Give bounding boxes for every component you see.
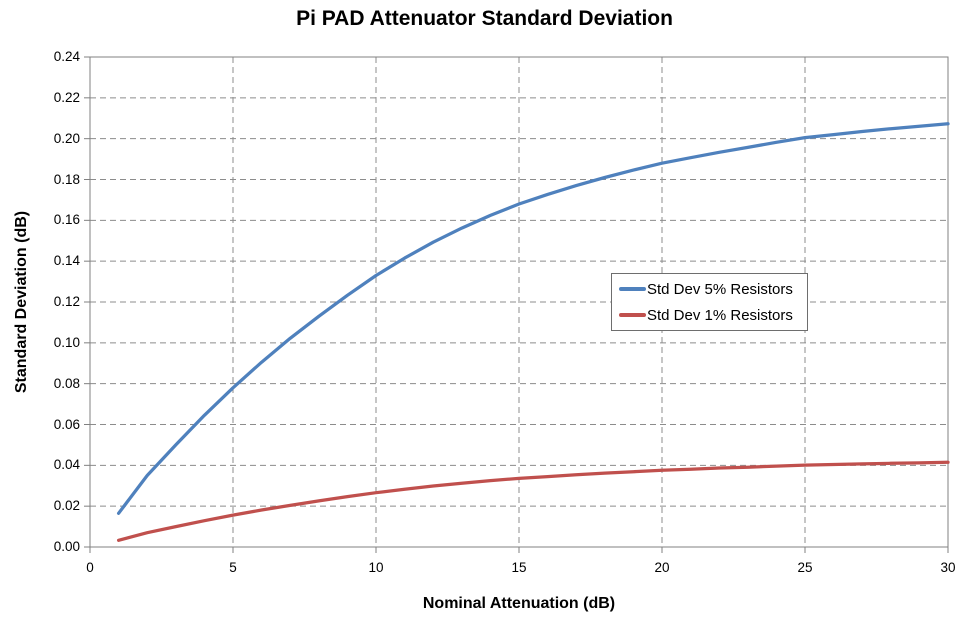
legend-item-5pct: Std Dev 5% Resistors — [619, 281, 807, 298]
x-tick-label: 0 — [86, 560, 94, 575]
series-5pct-line-swatch — [619, 287, 646, 291]
y-tick-label: 0.24 — [53, 49, 80, 64]
x-tick-label: 5 — [229, 560, 237, 575]
y-tick-label: 0.04 — [53, 457, 80, 473]
x-tick-label: 20 — [654, 560, 670, 575]
y-tick-label: 0.18 — [53, 171, 80, 187]
y-tick-label: 0.20 — [53, 130, 80, 146]
y-tick-label: 0.10 — [53, 334, 80, 350]
series-line-5pct — [116, 122, 950, 515]
y-tick-label: 0.06 — [53, 416, 80, 432]
legend-label-5pct: Std Dev 5% Resistors — [647, 280, 793, 298]
y-tick-label: 0.14 — [53, 253, 80, 269]
legend: Std Dev 5% Resistors Std Dev 1% Resistor… — [611, 273, 808, 331]
x-axis-title: Nominal Attenuation (dB) — [422, 595, 616, 612]
y-tick-label: 0.22 — [53, 89, 80, 105]
legend-label-1pct: Std Dev 1% Resistors — [647, 306, 793, 324]
y-tick-label: 0.12 — [53, 294, 80, 309]
y-tick-label: 0.16 — [53, 212, 80, 228]
chart-title: Pi PAD Attenuator Standard Deviation — [296, 7, 673, 30]
y-axis-title: Standard Deviation (dB) — [13, 210, 30, 394]
x-tick-label: 25 — [797, 560, 813, 575]
x-tick-label: 15 — [511, 560, 527, 575]
series-line-1pct — [116, 460, 950, 542]
legend-item-1pct: Std Dev 1% Resistors — [619, 307, 807, 324]
y-tick-label: 0.02 — [53, 498, 80, 514]
series-1pct-line-swatch — [619, 313, 646, 317]
y-tick-label: 0.00 — [53, 539, 80, 554]
x-tick-label: 30 — [940, 560, 956, 575]
y-tick-label: 0.08 — [53, 375, 80, 391]
x-tick-label: 10 — [368, 560, 384, 575]
